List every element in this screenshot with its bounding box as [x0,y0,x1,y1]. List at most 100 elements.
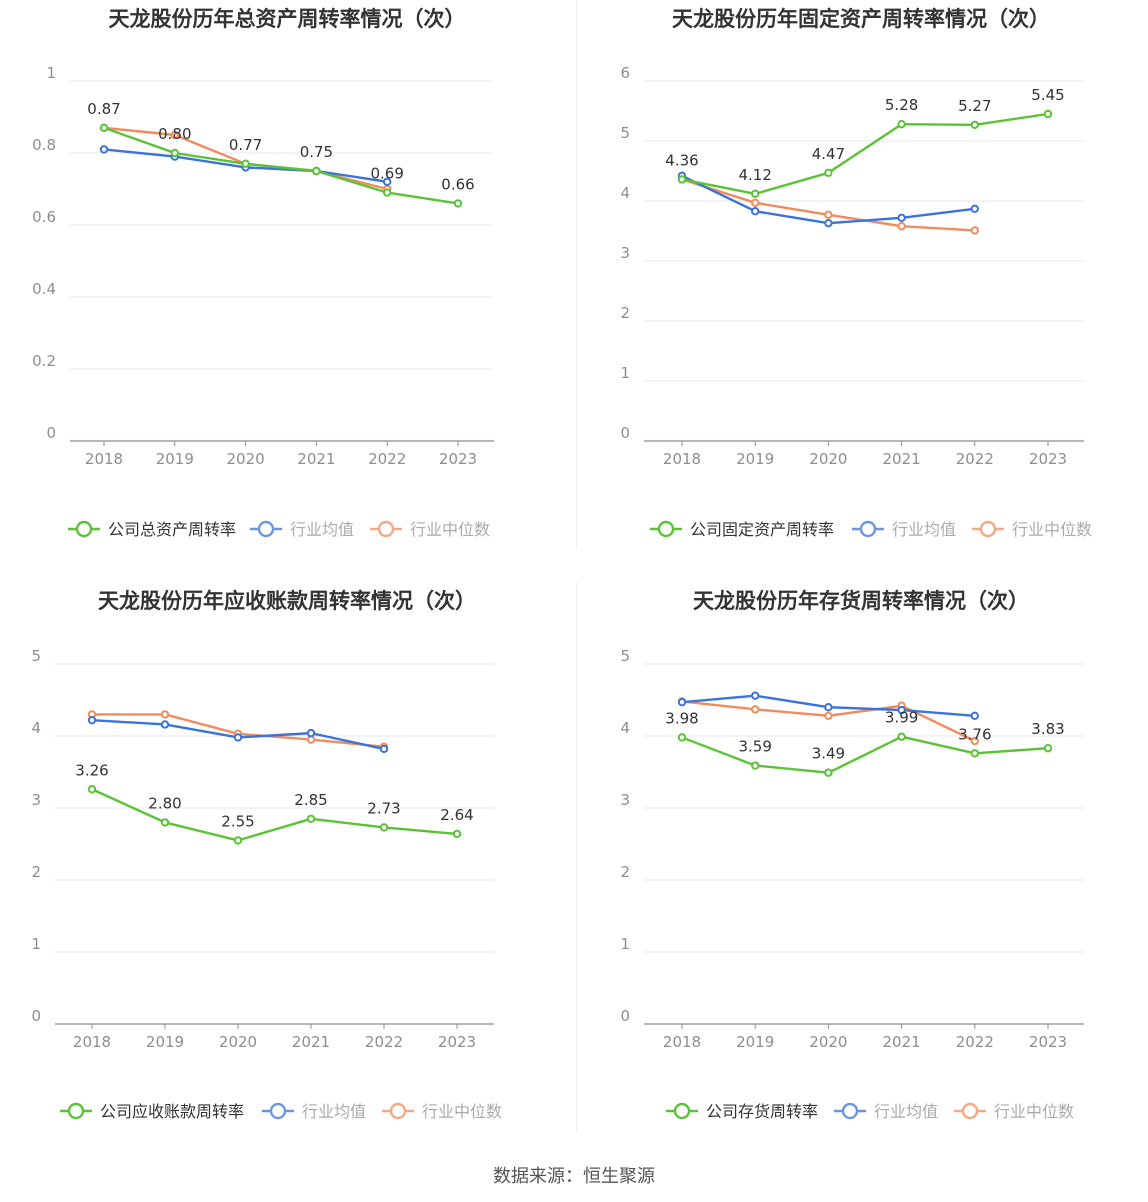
data-point-avg [824,703,833,712]
legend-item-median: 行业中位数 [972,520,1092,539]
x-tick-label: 2020 [809,1033,847,1051]
y-tick-label: 2 [31,863,41,881]
data-label: 5.45 [1031,86,1064,104]
legend-marker [75,520,93,538]
legend-label: 行业均值 [892,520,956,539]
chart-panel-inventory-turnover: 天龙股份历年存货周转率情况（次） 0 1 2 3 4 5 2018 2019 2020 2021 20… [574,582,1148,1164]
y-tick-label: 3 [620,244,630,262]
legend-marker [269,1102,287,1120]
x-tick-label: 2019 [146,1033,184,1051]
y-tick-label: 2 [620,863,630,881]
data-label: 2.80 [148,794,181,812]
series-line-company [103,126,459,205]
data-point-company [379,823,389,832]
y-tick-label: 0 [31,1007,41,1025]
data-point-avg [383,177,392,187]
data-label: 3.83 [1031,720,1064,738]
data-label: 0.80 [158,125,191,143]
data-point-avg [970,204,979,214]
x-tick-label: 2020 [809,450,847,468]
data-point-median [970,226,979,235]
y-tick-label: 6 [620,64,630,82]
data-point-median [160,710,170,719]
data-point-company [160,818,170,827]
legend-item-avg: 行业均值 [262,1102,366,1121]
legend-label: 行业中位数 [1012,520,1092,539]
data-point-median [751,198,760,208]
data-label: 0.87 [87,100,120,118]
data-point-avg [379,744,389,754]
data-point-median [751,705,760,714]
legend-marker [673,1102,691,1120]
data-point-avg [99,145,109,154]
y-tick-label: 5 [620,124,630,142]
data-point-median [824,210,833,220]
data-point-avg [160,720,170,729]
y-tick-label: 0.4 [32,280,56,298]
legend-item-company: 公司存货周转率 [666,1102,818,1121]
data-point-company [970,749,979,758]
legend-marker [841,1102,859,1120]
data-point-company [233,836,243,845]
data-point-company [453,199,463,208]
data-label: 3.99 [885,709,918,727]
series-line-company [681,112,1049,195]
data-point-company [824,768,833,777]
x-tick-label: 2023 [439,450,477,468]
y-tick-label: 4 [620,184,630,202]
x-tick-label: 2023 [438,1033,476,1051]
legend-marker [657,520,675,538]
y-tick-label: 2 [620,304,630,322]
x-tick-label: 2022 [365,1033,403,1051]
x-tick-label: 2019 [736,1033,774,1051]
y-tick-label: 0 [620,1007,630,1025]
data-label: 3.49 [812,745,845,763]
data-point-median [170,130,180,140]
data-point-company [87,785,97,794]
chart-panel-receivables-turnover: 天龙股份历年应收账款周转率情况（次） 0 1 2 3 4 5 2018 2019 2020 2021… [0,582,574,1164]
x-tick-label: 2018 [663,1033,701,1051]
chart-title: 天龙股份历年存货周转率情况（次） [693,589,1029,613]
legend-marker [961,1102,979,1120]
legend-label: 公司应收账款周转率 [100,1102,244,1121]
data-point-company [452,829,462,839]
y-tick-label: 5 [31,647,41,665]
x-tick-label: 2023 [1029,1033,1067,1051]
y-tick-label: 5 [620,647,630,665]
chart-panel-fixed-asset-turnover: 天龙股份历年固定资产周转率情况（次） 0 1 2 3 4 5 6 2018 2019 2020 202… [574,0,1148,582]
data-label: 0.77 [229,136,262,154]
legend-label: 行业中位数 [410,520,490,539]
data-label: 0.69 [370,165,403,183]
y-tick-label: 4 [620,719,630,737]
data-label: 3.76 [958,725,991,743]
y-tick-label: 0 [620,424,630,442]
legend-item-median: 行业中位数 [382,1102,502,1121]
data-point-avg [677,697,687,707]
x-tick-label: 2019 [156,450,194,468]
legend-item-company: 公司总资产周转率 [68,520,236,539]
data-point-avg [87,715,97,725]
y-tick-label: 3 [31,791,41,809]
y-tick-label: 1 [620,935,630,953]
data-point-median [824,711,833,721]
data-point-median [306,735,316,744]
data-point-avg [306,728,316,738]
data-point-company [1043,744,1053,753]
data-point-avg [233,733,243,742]
legend-marker [979,520,997,538]
data-point-avg [751,207,760,216]
data-point-median [897,222,906,231]
data-point-avg [751,691,760,700]
x-tick-label: 2022 [368,450,406,468]
data-label: 0.66 [441,175,474,193]
data-point-company [970,120,979,130]
data-label: 0.75 [300,143,333,161]
y-tick-label: 0 [46,424,56,442]
data-point-company [824,168,833,178]
data-label: 2.85 [294,791,327,809]
x-tick-label: 2022 [956,1033,994,1051]
x-tick-label: 2022 [956,450,994,468]
x-tick-label: 2018 [663,450,701,468]
x-tick-label: 2018 [85,450,123,468]
data-label: 4.12 [738,166,771,184]
